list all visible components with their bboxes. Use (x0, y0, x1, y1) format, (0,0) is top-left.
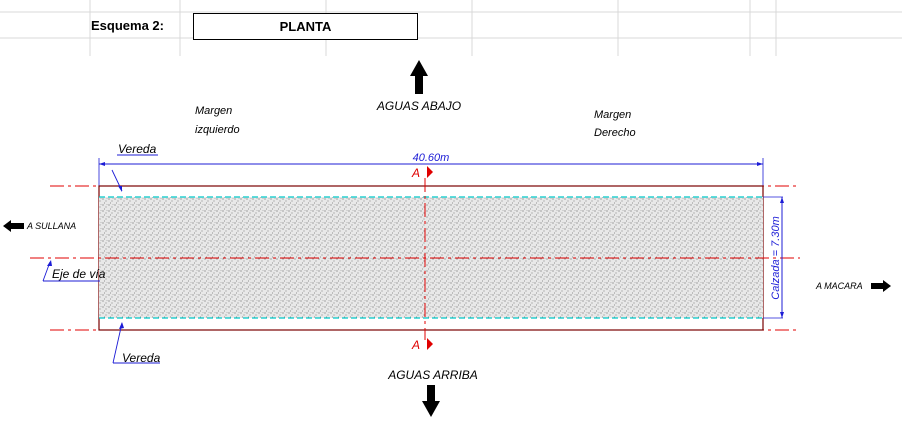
section-arrow-bottom-icon (427, 338, 433, 350)
section-arrow-top-icon (427, 166, 433, 178)
scheme-label: Esquema 2: (91, 18, 164, 33)
section-mark-top: A (411, 166, 420, 180)
margen-izquierdo-label-1: Margen (195, 105, 232, 117)
vereda-bottom-label: Vereda (122, 351, 161, 365)
eje-leader (42, 260, 100, 282)
section-mark-bottom: A (411, 338, 420, 352)
to-sullana-label: A SULLANA (26, 221, 76, 231)
length-dimension-text: 40.60m (413, 152, 450, 164)
eje-de-via-label: Eje de vía (52, 267, 106, 281)
vereda-top-leader (111, 154, 158, 192)
west-arrow-icon (3, 220, 24, 232)
scheme-title-box[interactable]: PLANTA (193, 13, 418, 40)
upstream-north-arrow-icon (410, 60, 428, 94)
aguas-arriba-label: AGUAS ARRIBA (387, 368, 478, 382)
vereda-bottom-leader (112, 322, 160, 364)
east-arrow-icon (871, 280, 891, 292)
margen-derecho-label-2: Derecho (594, 127, 636, 139)
downstream-south-arrow-icon (422, 385, 440, 417)
aguas-abajo-label: AGUAS ABAJO (376, 99, 461, 113)
vereda-top-label: Vereda (118, 142, 157, 156)
calzada-dimension-text: Calzada = 7.30m (770, 216, 782, 299)
margen-izquierdo-label-2: izquierdo (195, 124, 240, 136)
calzada-dimension (763, 196, 784, 319)
to-macara-label: A MACARA (815, 281, 863, 291)
margen-derecho-label-1: Margen (594, 109, 631, 121)
